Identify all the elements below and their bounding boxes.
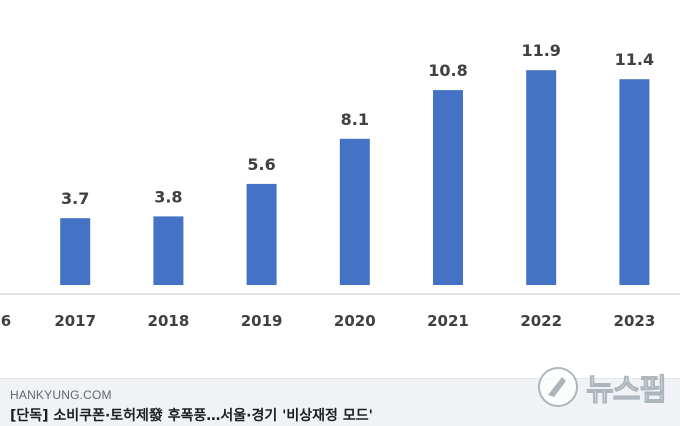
tick-label-2021: 2021: [427, 312, 469, 330]
value-labels-group: 3.7 3.8 5.6 8.1 10.8 11.9 11.4: [61, 41, 654, 208]
tick-labels-group: 6 2017 2018 2019 2020 2021 2022 2023: [1, 312, 655, 330]
value-label-2023: 11.4: [615, 50, 654, 69]
headline[interactable]: [단독] 소비쿠폰·토허제發 후폭풍…서울·경기 '비상재정 모드': [10, 408, 373, 424]
bar-2019: [246, 183, 277, 285]
tick-label-2016: 6: [1, 312, 11, 330]
bar-2020: [339, 138, 370, 285]
watermark-text: 뉴스핌: [586, 373, 668, 409]
tick-label-2018: 2018: [148, 312, 190, 330]
tick-label-2020: 2020: [334, 312, 376, 330]
value-label-2020: 8.1: [341, 110, 369, 129]
bar-2022: [526, 70, 557, 285]
tick-label-2017: 2017: [54, 312, 96, 330]
value-label-2022: 11.9: [521, 41, 560, 60]
bar-2023: [619, 79, 650, 285]
watermark: 뉴스핌: [536, 362, 668, 412]
tick-label-2022: 2022: [520, 312, 562, 330]
value-label-2019: 5.6: [247, 155, 275, 174]
newspim-logo-icon: [538, 367, 579, 407]
value-label-2018: 3.8: [154, 187, 182, 206]
bars-group: [60, 70, 650, 285]
bar-chart: 3.7 3.8 5.6 8.1 10.8 11.9 11.4 6 2017 2018 2019 20…: [0, 41, 680, 330]
source-domain: HANKYUNG.COM: [10, 388, 112, 402]
bar-2018: [153, 216, 184, 285]
value-label-2017: 3.7: [61, 189, 89, 208]
value-label-2021: 10.8: [428, 61, 467, 80]
tick-label-2023: 2023: [614, 312, 656, 330]
tick-label-2019: 2019: [241, 312, 283, 330]
bar-2021: [433, 90, 463, 285]
bar-2017: [60, 218, 91, 285]
